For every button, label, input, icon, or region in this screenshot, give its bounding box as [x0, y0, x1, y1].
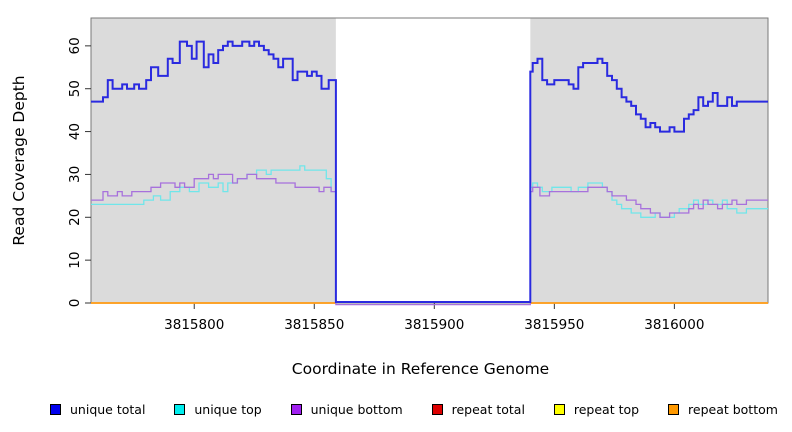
legend-swatch-icon: [174, 403, 186, 415]
legend-label: repeat bottom: [688, 401, 778, 417]
legend-item-unique-bottom: unique bottom: [290, 401, 403, 417]
x-tick-label: 3815950: [524, 317, 584, 333]
y-tick-label: 0: [67, 299, 83, 308]
legend-item-repeat-top: repeat top: [553, 401, 640, 417]
x-tick-label: 3815850: [284, 317, 344, 333]
chart-legend: unique total unique top unique bottom repea…: [0, 396, 792, 422]
legend-swatch-icon: [431, 403, 443, 415]
legend-label: repeat top: [573, 401, 640, 417]
y-tick-label: 60: [67, 37, 83, 54]
x-axis-title: Coordinate in Reference Genome: [292, 360, 549, 378]
y-tick-label: 30: [67, 166, 83, 183]
legend-swatch-icon: [553, 403, 565, 415]
legend-item-repeat-total: repeat total: [431, 401, 525, 417]
x-tick-label: 3816000: [644, 317, 704, 333]
coverage-chart: 3815800 3815850 3815900 3815950 3816000 0 10 20…: [10, 17, 769, 378]
y-tick-label: 40: [67, 123, 83, 140]
legend-item-unique-top: unique top: [174, 401, 262, 417]
legend-swatch-icon: [50, 403, 61, 415]
legend-item-unique-total: unique total: [50, 402, 145, 417]
legend-label: unique total: [70, 401, 146, 417]
y-tick-label: 10: [67, 252, 83, 269]
x-tick-label: 3815900: [404, 317, 464, 333]
y-tick-label: 20: [67, 209, 83, 226]
y-axis-title: Read Coverage Depth: [10, 75, 28, 245]
legend-swatch-icon: [290, 403, 302, 415]
shaded-region: [91, 18, 336, 303]
series-line-unique-total: [91, 40, 768, 303]
y-tick-label: 50: [67, 80, 83, 97]
legend-swatch-icon: [668, 403, 680, 415]
shaded-region: [530, 18, 768, 303]
legend-label: unique bottom: [310, 401, 403, 417]
x-tick-label: 3815800: [164, 317, 224, 333]
legend-label: unique top: [194, 401, 262, 417]
legend-item-repeat-bottom: repeat bottom: [668, 402, 778, 417]
series-line-unique-top: [91, 165, 768, 303]
legend-label: repeat total: [451, 401, 525, 417]
